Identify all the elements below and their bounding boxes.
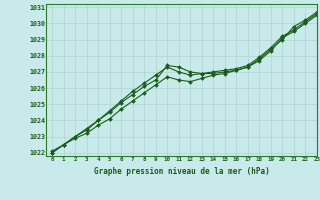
- X-axis label: Graphe pression niveau de la mer (hPa): Graphe pression niveau de la mer (hPa): [94, 167, 269, 176]
